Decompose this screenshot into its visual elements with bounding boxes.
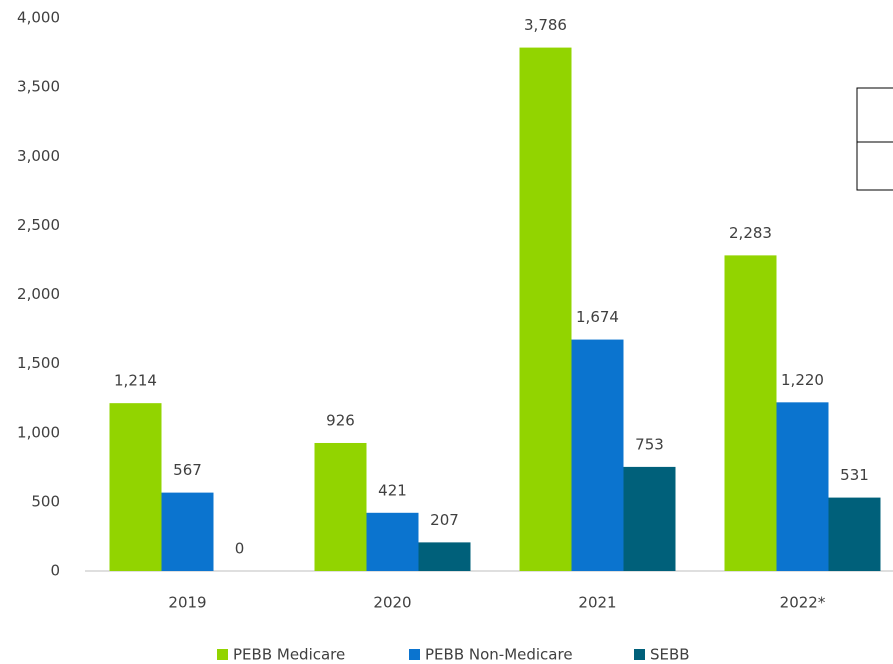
x-tick-label: 2021 [578,594,616,612]
legend-label: PEBB Non-Medicare [425,646,573,664]
value-label: 753 [635,435,664,453]
value-label: 421 [378,481,407,499]
x-tick-label: 2019 [168,594,206,612]
y-tick-label: 1,000 [17,423,60,441]
value-label: 3,786 [524,16,567,34]
bar [519,47,572,571]
bar [418,542,471,571]
value-label: 567 [173,461,202,479]
y-tick-label: 2,500 [17,216,60,234]
x-tick-label: 2020 [373,594,411,612]
bar [314,442,367,571]
bar [776,402,829,571]
legend-label: PEBB Medicare [233,646,345,664]
legend-swatch [217,649,228,660]
value-label: 1,214 [114,372,157,390]
y-tick-label: 4,000 [17,9,60,27]
legend-swatch [409,649,420,660]
legend-label: SEBB [650,646,690,664]
value-label: 926 [326,411,355,429]
bar [571,339,624,571]
y-tick-label: 1,500 [17,354,60,372]
y-tick-label: 3,500 [17,78,60,96]
bar [109,403,162,571]
value-label: 531 [840,466,869,484]
legend-swatch [634,649,645,660]
value-label: 1,220 [781,371,824,389]
bar [161,492,214,571]
value-label: 207 [430,511,459,529]
y-tick-label: 3,000 [17,147,60,165]
value-label: 2,283 [729,224,772,242]
table-fragment [856,87,893,191]
bar [623,466,676,571]
x-tick-label: 2022* [780,594,826,612]
y-tick-label: 0 [50,562,60,580]
bar [366,512,419,571]
y-tick-label: 2,000 [17,285,60,303]
bar [828,497,881,571]
value-label: 1,674 [576,308,619,326]
y-tick-label: 500 [31,492,60,510]
bar [724,255,777,571]
value-label: 0 [235,540,245,558]
